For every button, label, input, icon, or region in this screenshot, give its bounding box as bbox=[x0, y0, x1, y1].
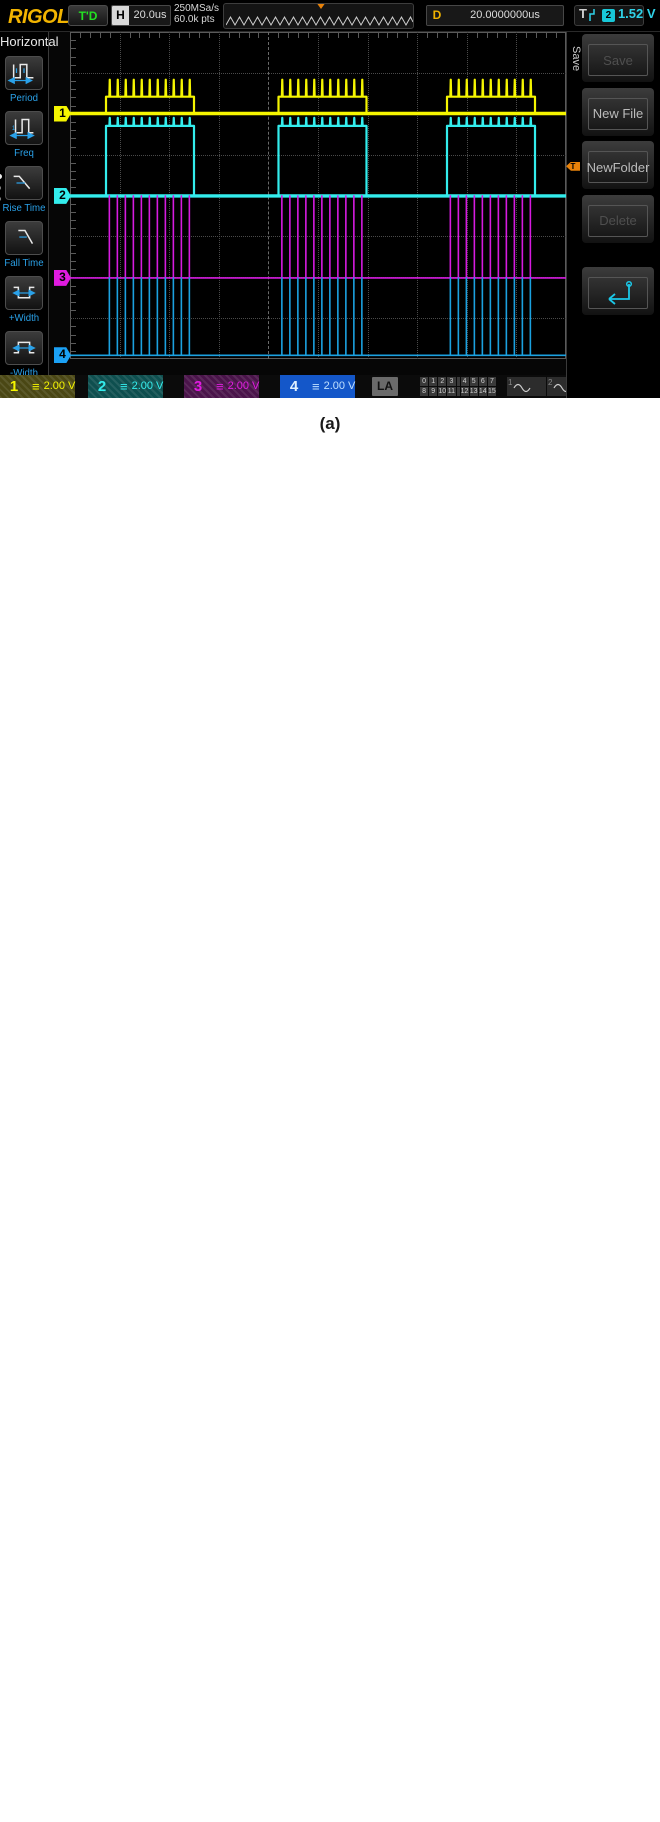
svg-text:1: 1 bbox=[12, 125, 16, 132]
